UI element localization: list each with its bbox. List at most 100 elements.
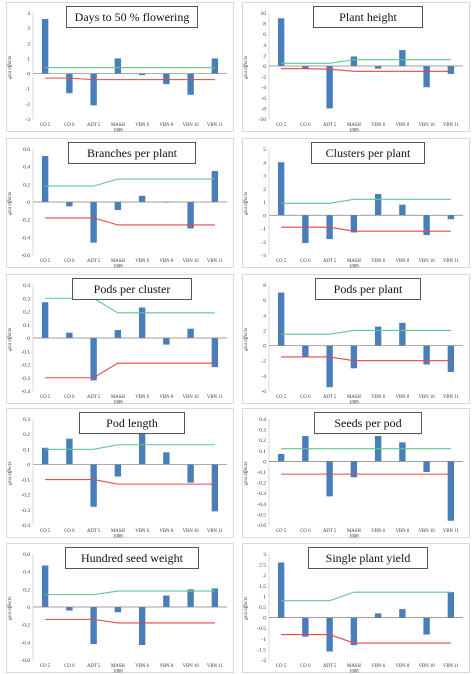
y-tick-label: 0 xyxy=(263,459,266,465)
y-tick-label: 0 xyxy=(263,344,266,350)
bar xyxy=(448,592,454,617)
x-category-label: CO 5 xyxy=(276,529,287,534)
bar xyxy=(375,66,381,69)
bar xyxy=(187,464,193,482)
x-category-label: VBN 6 xyxy=(371,664,385,669)
y-tick-label: 2 xyxy=(27,41,30,47)
x-category-label: MASH xyxy=(111,395,125,400)
bar xyxy=(42,565,48,607)
x-category-label: VBN 11 xyxy=(443,259,460,264)
x-category-label: CO 6 xyxy=(300,529,311,534)
bar xyxy=(163,74,169,85)
bar xyxy=(278,18,284,66)
x-category-label: VBN 8 xyxy=(396,664,410,669)
x-category-label: ADT 5 xyxy=(87,123,101,128)
bar xyxy=(278,454,284,461)
x-category-label: CO 6 xyxy=(300,259,311,264)
bar xyxy=(375,327,381,346)
x-category-label: 1008 xyxy=(349,265,359,270)
y-tick-label: -4 xyxy=(261,374,266,380)
y-tick-label: 0.1 xyxy=(259,449,266,455)
x-category-label: VBN 10 xyxy=(183,664,200,669)
y-tick-label: -0.4 xyxy=(21,235,30,241)
y-tick-label: 1 xyxy=(263,200,266,206)
y-tick-label: 2 xyxy=(263,53,266,59)
x-category-label: VBN 11 xyxy=(207,123,224,128)
bar xyxy=(399,50,405,66)
y-tick-label: 4 xyxy=(263,313,266,319)
x-category-label: VBN 6 xyxy=(371,529,385,534)
x-category-label: VBN 10 xyxy=(183,123,200,128)
y-tick-label: -6 xyxy=(261,389,266,395)
x-category-label: MASH xyxy=(347,664,361,669)
x-category-label: ADT 5 xyxy=(323,395,337,400)
x-category-label: 1008 xyxy=(349,670,359,674)
bar xyxy=(115,330,121,338)
y-tick-label: -0.2 xyxy=(21,363,30,369)
x-category-label: 1008 xyxy=(113,129,123,134)
bar xyxy=(90,74,96,106)
y-axis-label: gca effects xyxy=(7,321,13,351)
y-tick-label: 4 xyxy=(27,11,30,17)
x-category-label: VBN 6 xyxy=(135,123,149,128)
y-tick-label: -2 xyxy=(261,240,266,246)
y-tick-label: 0 xyxy=(27,200,30,206)
x-category-label: VBN 11 xyxy=(207,259,224,264)
x-category-label: ADT 5 xyxy=(87,529,101,534)
x-category-label: VBN 10 xyxy=(183,259,200,264)
y-tick-label: 0.6 xyxy=(23,147,30,153)
y-tick-label: 0.2 xyxy=(23,432,30,438)
x-category-label: CO 6 xyxy=(300,123,311,128)
y-tick-label: 2.5 xyxy=(259,563,266,569)
x-category-label: CO 6 xyxy=(64,529,75,534)
y-tick-label: -0.1 xyxy=(257,470,266,476)
x-category-label: ADT 5 xyxy=(87,664,101,669)
x-category-label: CO 5 xyxy=(40,395,51,400)
y-tick-label: 0 xyxy=(27,462,30,468)
bar xyxy=(399,323,405,346)
lower-critical-line xyxy=(45,619,215,623)
y-tick-label: 2 xyxy=(263,187,266,193)
upper-critical-line xyxy=(281,60,451,64)
y-tick-label: -2 xyxy=(261,658,266,664)
y-tick-label: -0.2 xyxy=(21,623,30,629)
y-tick-label: 1 xyxy=(27,56,30,62)
x-category-label: MASH xyxy=(347,529,361,534)
y-tick-label: -3 xyxy=(261,253,266,259)
y-axis-label: gca effects xyxy=(7,455,13,485)
bar xyxy=(163,596,169,607)
y-tick-label: 0 xyxy=(263,64,266,70)
bar xyxy=(351,618,357,646)
x-category-label: ADT 5 xyxy=(323,664,337,669)
x-category-label: MASH xyxy=(347,395,361,400)
x-category-label: VBN 10 xyxy=(183,529,200,534)
y-tick-label: 0.2 xyxy=(23,310,30,316)
x-category-label: VBN 6 xyxy=(371,395,385,400)
y-tick-label: 0.4 xyxy=(259,417,266,423)
bar xyxy=(302,346,308,357)
bar xyxy=(351,215,357,232)
y-tick-label: -0.1 xyxy=(21,478,30,484)
bar xyxy=(423,346,429,365)
y-tick-label: 0.3 xyxy=(23,296,30,302)
y-tick-label: 6 xyxy=(263,32,266,38)
x-category-label: VBN 6 xyxy=(135,664,149,669)
chart-title: Pod length xyxy=(79,412,185,434)
bar xyxy=(423,461,429,472)
bar xyxy=(278,293,284,346)
bar xyxy=(42,302,48,338)
bar xyxy=(187,589,193,607)
bar xyxy=(423,618,429,635)
x-category-label: VBN 11 xyxy=(207,529,224,534)
y-tick-label: -0.6 xyxy=(257,523,266,529)
y-tick-label: -6 xyxy=(261,96,266,102)
bar xyxy=(399,609,405,617)
bar xyxy=(278,162,284,215)
y-tick-label: -0.2 xyxy=(21,218,30,224)
x-category-label: VBN 8 xyxy=(396,529,410,534)
x-category-label: VBN 8 xyxy=(396,123,410,128)
